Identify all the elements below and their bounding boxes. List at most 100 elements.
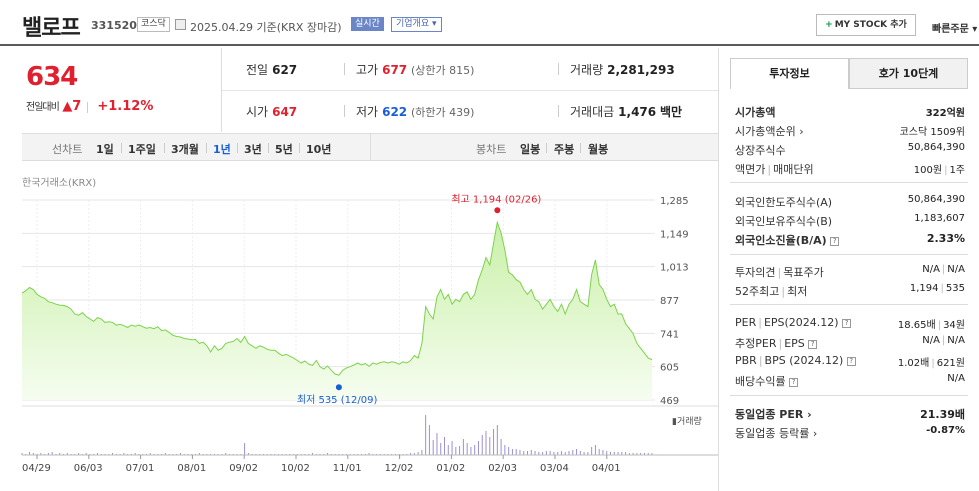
market-cap-rank-row[interactable]: 시가총액순위 › 코스닥 1509위 bbox=[735, 123, 968, 139]
period-3m[interactable]: 3개월 bbox=[171, 143, 199, 156]
quick-order-button[interactable]: 빠른주문 ▾ bbox=[932, 24, 978, 35]
opinion-label-a: 투자의견 bbox=[735, 266, 776, 279]
divider bbox=[344, 105, 345, 117]
divider bbox=[730, 304, 968, 305]
help-icon[interactable]: ? bbox=[789, 377, 799, 387]
period-bar: 선차트 1일 1주일 3개월 1년 3년 5년 10년 봉차트 일봉 주봉 월봉 bbox=[22, 133, 718, 161]
sector-per-value: 21.39배 bbox=[920, 408, 965, 421]
opinion-value: N/A bbox=[922, 264, 940, 275]
week52-low: 535 bbox=[945, 283, 965, 294]
plus-icon: + bbox=[825, 20, 833, 30]
week52-row: 52주최고 | 최저 1,194 | 535 bbox=[735, 283, 968, 299]
period-5y[interactable]: 5년 bbox=[275, 143, 293, 156]
foreign-ratio-row: 외국인소진율(B/A) ? 2.33% bbox=[735, 232, 968, 248]
stock-code: 331520 bbox=[91, 19, 137, 32]
help-icon[interactable]: ? bbox=[808, 339, 818, 349]
divider bbox=[121, 143, 122, 153]
upper-limit: (상한가 815) bbox=[410, 64, 475, 77]
amount-unit: 백만 bbox=[659, 105, 683, 119]
dividend-value: N/A bbox=[947, 373, 965, 384]
help-icon[interactable]: ? bbox=[846, 356, 856, 366]
divider bbox=[370, 134, 371, 160]
divider: | bbox=[944, 165, 948, 176]
est-per-value: N/A bbox=[922, 335, 940, 346]
pbr-label-b: BPS (2024.12) bbox=[764, 354, 844, 367]
opinion-row: 투자의견 | 목표주가 N/A | N/A bbox=[735, 264, 968, 280]
trade-unit: 1주 bbox=[949, 165, 965, 176]
low-annotation: 최저 535 (12/09) bbox=[297, 394, 378, 406]
y-tick-label: 1,149 bbox=[660, 229, 689, 240]
divider bbox=[237, 143, 238, 153]
x-tick-label: 06/03 bbox=[74, 463, 103, 474]
help-icon[interactable]: ? bbox=[842, 318, 852, 328]
period-1y[interactable]: 1년 bbox=[213, 143, 231, 156]
market-cap-rank-label: 시가총액순위 › bbox=[735, 125, 804, 138]
company-overview-button[interactable]: 기업개요 ▾ bbox=[391, 17, 442, 32]
prev-close-value: 627 bbox=[272, 63, 298, 77]
market-cap-value: 322억원 bbox=[925, 108, 965, 119]
mystock-add-button[interactable]: + MY STOCK 추가 bbox=[816, 14, 916, 36]
week52-label-b: 최저 bbox=[787, 285, 808, 298]
line-chart-label[interactable]: 선차트 bbox=[52, 143, 83, 156]
open-label: 시가 bbox=[246, 105, 269, 119]
divider: | bbox=[777, 266, 782, 279]
date-text: 2025.04.29 기준(KRX 장마감) bbox=[190, 21, 342, 34]
current-price: 634 bbox=[26, 62, 78, 92]
investment-info-panel: 투자정보 호가 10단계 시가총액 322억원 시가총액순위 › 코스닥 1509위… bbox=[730, 58, 968, 443]
tab-investment-info[interactable]: 투자정보 bbox=[730, 58, 849, 89]
target-value: N/A bbox=[947, 264, 965, 275]
stock-name: 밸로프 bbox=[22, 16, 81, 41]
shares-value: 50,864,390 bbox=[907, 142, 965, 153]
amount-value: 1,476 bbox=[618, 105, 657, 119]
help-icon[interactable]: ? bbox=[830, 236, 840, 246]
price-chart[interactable]: 1,285 1,149 1,013 877 741 605 469 최고 1,194 (02/… bbox=[0, 160, 718, 491]
sector-change-row[interactable]: 동일업종 등락률 › -0.87% bbox=[735, 425, 968, 441]
divider bbox=[546, 143, 547, 153]
title-bar: 밸로프 331520 코스닥 2025.04.29 기준(KRX 장마감) 실시… bbox=[0, 0, 979, 46]
face-label-b: 매매단위 bbox=[773, 163, 814, 176]
market-cap-rank-value: 코스닥 1509위 bbox=[899, 127, 965, 138]
volume: 거래량 2,281,293 bbox=[570, 61, 675, 78]
est-per-label-b: EPS bbox=[784, 337, 805, 350]
est-per-row: 추정PER | EPS ? N/A | N/A bbox=[735, 335, 968, 351]
tab-orderbook[interactable]: 호가 10단계 bbox=[849, 58, 968, 89]
period-1w[interactable]: 1주일 bbox=[128, 143, 156, 156]
price-box: 634 전일대비 ▲7 +1.12% bbox=[22, 48, 222, 132]
x-tick-label: 12/02 bbox=[385, 463, 414, 474]
foreign-limit-row: 외국인한도주식수(A) 50,864,390 bbox=[735, 194, 968, 210]
foreign-limit-value: 50,864,390 bbox=[907, 194, 965, 205]
market-badge: 코스닥 bbox=[137, 17, 170, 32]
divider bbox=[558, 105, 559, 117]
period-10y[interactable]: 10년 bbox=[306, 143, 332, 156]
open-value: 647 bbox=[272, 105, 298, 119]
low-label: 저가 bbox=[356, 105, 379, 119]
week52-high: 1,194 bbox=[909, 283, 939, 294]
foreign-hold-label: 외국인보유주식수(B) bbox=[735, 215, 833, 228]
period-1d[interactable]: 1일 bbox=[96, 143, 114, 156]
opinion-label-b: 목표주가 bbox=[783, 266, 824, 279]
divider bbox=[580, 143, 581, 153]
sector-per-row[interactable]: 동일업종 PER › 21.39배 bbox=[735, 406, 968, 422]
divider bbox=[299, 143, 300, 153]
face-label-a: 액면가 bbox=[735, 163, 766, 176]
low-price: 저가 622 (하한가 439) bbox=[356, 103, 474, 120]
divider: | bbox=[758, 316, 762, 329]
side-tabs: 투자정보 호가 10단계 bbox=[730, 58, 968, 89]
x-tick-label: 07/01 bbox=[126, 463, 155, 474]
sector-change-value: -0.87% bbox=[926, 425, 965, 436]
candle-daily[interactable]: 일봉 bbox=[520, 143, 541, 156]
candle-chart-label[interactable]: 봉차트 bbox=[476, 143, 507, 156]
per-row: PER | EPS(2024.12) ? 18.65배 | 34원 bbox=[735, 316, 968, 331]
pbr-row: PBR | BPS (2024.12) ? 1.02배 | 621원 bbox=[735, 354, 968, 369]
est-per-label-a: 추정PER bbox=[735, 337, 777, 350]
realtime-button[interactable]: 실시간 bbox=[351, 17, 384, 31]
candle-weekly[interactable]: 주봉 bbox=[554, 143, 575, 156]
trade-amount: 거래대금 1,476 백만 bbox=[570, 103, 682, 120]
high-price: 고가 677 (상한가 815) bbox=[356, 61, 474, 78]
period-3y[interactable]: 3년 bbox=[244, 143, 262, 156]
foreign-limit-label: 외국인한도주식수(A) bbox=[735, 196, 833, 209]
divider bbox=[222, 90, 718, 91]
volume-value: 2,281,293 bbox=[607, 63, 675, 77]
candle-monthly[interactable]: 월봉 bbox=[588, 143, 609, 156]
foreign-ratio-label: 외국인소진율(B/A) bbox=[735, 234, 827, 247]
